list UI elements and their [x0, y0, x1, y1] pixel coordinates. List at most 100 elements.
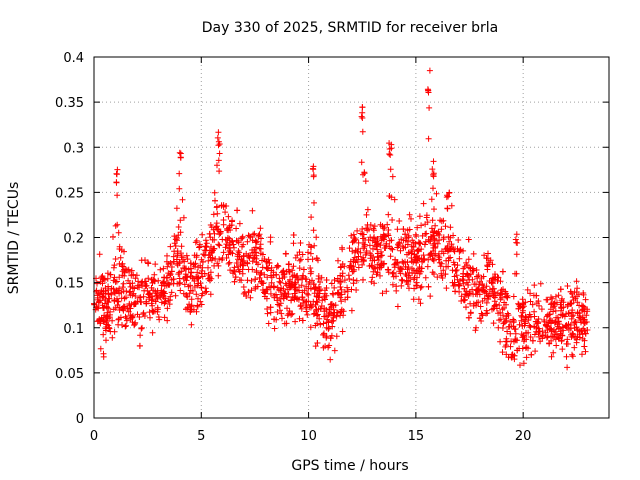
data-point-marker [418, 222, 425, 229]
data-point-marker [176, 185, 183, 192]
data-point-marker [262, 290, 269, 297]
data-point-marker [396, 239, 403, 246]
data-point-marker [337, 284, 344, 290]
data-point-marker [148, 276, 155, 283]
data-point-marker [303, 298, 310, 305]
data-point-marker [404, 259, 411, 266]
data-point-marker [231, 278, 238, 285]
data-point-marker [535, 298, 542, 305]
data-point-marker [310, 227, 317, 234]
data-point-marker [126, 289, 133, 296]
data-point-marker [404, 227, 411, 234]
data-point-marker [277, 300, 284, 307]
data-point-marker [167, 271, 174, 278]
data-point-marker [456, 282, 463, 289]
data-point-marker [569, 353, 576, 360]
data-point-marker [553, 342, 560, 349]
data-point-marker [430, 158, 437, 165]
y-tick-label: 0.35 [55, 96, 84, 111]
data-point-marker [248, 277, 255, 284]
data-point-marker [532, 348, 539, 355]
data-point-marker [440, 234, 447, 241]
data-point-marker [489, 261, 496, 268]
data-point-marker [371, 223, 378, 230]
data-point-marker [455, 237, 462, 243]
data-point-marker [127, 305, 134, 312]
data-point-marker [211, 262, 218, 269]
data-point-marker [120, 307, 127, 314]
data-point-marker [315, 273, 322, 279]
data-point-marker [314, 340, 321, 346]
y-tick-label: 0.15 [55, 277, 84, 292]
data-point-marker [567, 301, 574, 307]
data-point-marker [529, 337, 536, 344]
data-point-marker [536, 302, 542, 309]
data-point-marker [371, 257, 378, 264]
data-point-marker [474, 273, 480, 280]
data-point-marker [233, 237, 240, 244]
data-point-marker [527, 324, 534, 331]
data-point-marker [372, 242, 378, 249]
data-point-marker [461, 297, 468, 304]
data-point-marker [116, 243, 123, 250]
data-point-marker [182, 265, 189, 272]
data-point-marker [519, 296, 526, 303]
data-point-marker [386, 140, 393, 147]
data-point-marker [357, 249, 364, 256]
data-point-marker [582, 296, 589, 303]
data-point-marker [379, 290, 386, 297]
data-point-marker [245, 266, 252, 273]
data-point-marker [433, 190, 440, 197]
data-point-marker [430, 256, 437, 263]
data-point-marker [203, 240, 210, 247]
data-point-marker [119, 284, 126, 291]
data-point-marker [114, 192, 121, 199]
data-point-marker [292, 318, 299, 325]
data-point-marker [187, 273, 194, 280]
data-point-marker [136, 294, 143, 301]
data-point-marker [359, 104, 366, 111]
data-point-marker [268, 274, 275, 281]
data-point-marker [451, 248, 458, 255]
data-point-marker [552, 319, 559, 326]
data-point-marker [417, 300, 424, 307]
data-point-marker [328, 280, 335, 287]
data-point-marker [490, 292, 497, 299]
data-point-marker [289, 293, 296, 300]
data-point-marker [121, 272, 128, 279]
data-point-marker [437, 217, 444, 224]
data-point-marker [215, 241, 222, 248]
data-point-marker [511, 338, 517, 345]
data-point-marker [582, 348, 589, 355]
data-point-marker [370, 227, 377, 234]
data-point-marker [402, 263, 409, 270]
y-tick-label: 0.3 [63, 141, 84, 156]
data-point-marker [194, 269, 201, 276]
data-point-marker [325, 312, 332, 319]
data-point-marker [210, 211, 217, 218]
data-point-marker [175, 224, 182, 230]
data-point-marker [557, 301, 564, 308]
data-point-marker [243, 293, 250, 299]
data-point-marker [485, 250, 491, 257]
data-point-marker [321, 293, 328, 300]
data-point-marker [255, 261, 261, 268]
data-point-marker [548, 353, 555, 360]
data-point-marker [519, 314, 525, 320]
data-point-marker [291, 272, 298, 279]
data-point-marker [383, 288, 390, 295]
data-point-marker [409, 247, 416, 253]
data-point-marker [379, 252, 385, 259]
data-point-marker [349, 248, 356, 255]
data-point-marker [569, 330, 576, 337]
data-point-marker [330, 312, 337, 319]
data-point-marker [225, 213, 232, 220]
data-point-marker [176, 258, 183, 265]
data-point-marker [201, 252, 208, 259]
data-point-marker [444, 205, 451, 212]
data-point-marker [259, 257, 265, 264]
data-point-marker [199, 264, 206, 271]
data-point-marker [443, 285, 450, 292]
data-point-marker [97, 320, 104, 327]
data-point-marker [582, 330, 589, 337]
